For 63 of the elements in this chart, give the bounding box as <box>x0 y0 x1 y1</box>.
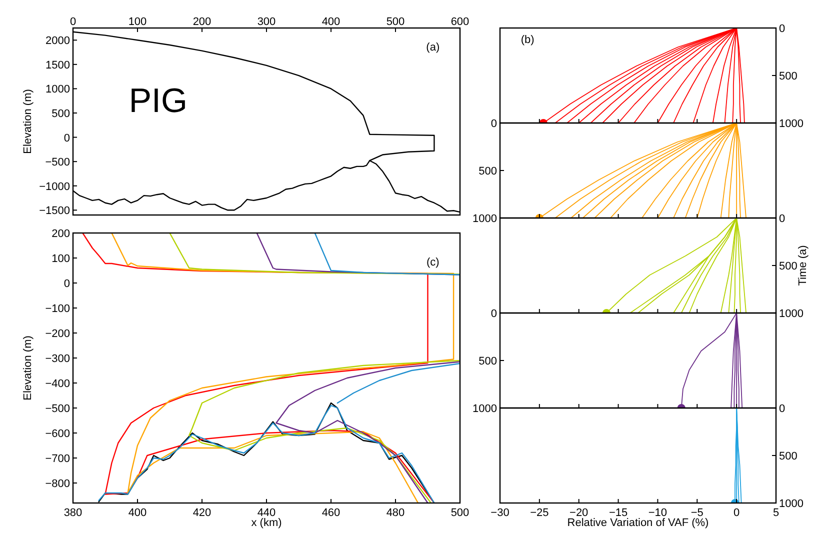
x-tick-label: 460 <box>322 507 340 519</box>
x-tick-label: 380 <box>64 507 82 519</box>
y-tick-label: 1000 <box>472 403 497 415</box>
x-tick-label: 420 <box>192 507 212 519</box>
x-tick-label: −20 <box>570 507 588 519</box>
y-tick-label: 2000 <box>46 35 70 48</box>
y-tick-label: −600 <box>45 428 70 440</box>
y-tick-label: 1000 <box>472 213 497 225</box>
y-axis-title: Elevation (m) <box>22 89 34 154</box>
y-tick-label: 0 <box>64 278 70 290</box>
y-tick-label: 100 <box>52 253 70 265</box>
y-tick-label: −700 <box>45 453 70 465</box>
y-tick-label: −300 <box>45 353 70 365</box>
annotation: (a) <box>426 41 440 54</box>
x-axis-title: x (km) <box>251 517 282 529</box>
y-tick-label: 1000 <box>46 84 70 96</box>
x-tick-label: 500 <box>450 507 470 519</box>
y-tick-label: 0 <box>64 132 70 144</box>
x-tick-label: 500 <box>386 16 405 28</box>
y-tick-label: 0 <box>779 403 786 415</box>
y-tick-label: 500 <box>779 450 798 462</box>
y-tick-label: 1000 <box>779 308 804 320</box>
y-tick-label: 0 <box>490 118 497 130</box>
x-tick-label: −30 <box>490 507 510 519</box>
x-tick-label: 440 <box>257 507 276 519</box>
x-tick-label: 300 <box>257 16 276 28</box>
x-tick-label: −15 <box>608 507 628 519</box>
y-tick-label: −500 <box>45 156 70 169</box>
y-tick-label: 500 <box>779 260 798 272</box>
y-tick-label: 500 <box>52 108 70 120</box>
y-tick-label: −100 <box>45 303 70 315</box>
y-tick-label: 1000 <box>779 498 804 510</box>
y-tick-label: 1500 <box>46 59 70 72</box>
y-tick-label: −400 <box>45 378 70 390</box>
y2-axis-title: Time (a) <box>797 245 809 286</box>
y-tick-label: 0 <box>490 308 497 320</box>
y-tick-label: 500 <box>478 356 497 368</box>
y-tick-label: 500 <box>779 70 798 82</box>
x-tick-label: −5 <box>690 507 704 519</box>
y-tick-label: −500 <box>45 403 70 415</box>
y-tick-label: 500 <box>478 166 497 178</box>
annotation: (b) <box>520 34 534 46</box>
y-tick-label: −1500 <box>39 205 70 218</box>
x-tick-label: 5 <box>772 507 780 519</box>
x-tick-label: 400 <box>322 16 340 28</box>
y-tick-label: −200 <box>45 328 70 340</box>
x-tick-label: 480 <box>386 507 405 519</box>
y-tick-label: 1000 <box>779 118 804 130</box>
x-tick-label: −10 <box>648 507 668 519</box>
x-axis-title: Relative Variation of VAF (%) <box>567 517 709 529</box>
x-tick-label: −25 <box>530 507 549 519</box>
y-tick-label: −1000 <box>39 180 70 193</box>
annotation: PIG <box>128 82 188 120</box>
x-tick-label: 200 <box>192 16 212 28</box>
x-tick-label: 100 <box>128 16 147 28</box>
x-tick-label: 600 <box>450 16 470 28</box>
annotation: (c) <box>426 256 440 268</box>
y-tick-label: 0 <box>779 213 786 225</box>
x-tick-label: 400 <box>128 507 147 519</box>
x-tick-label: 0 <box>734 507 740 519</box>
y-tick-label: 200 <box>52 228 70 240</box>
y-axis-title: Elevation (m) <box>22 336 34 400</box>
y-tick-label: −800 <box>45 478 70 490</box>
